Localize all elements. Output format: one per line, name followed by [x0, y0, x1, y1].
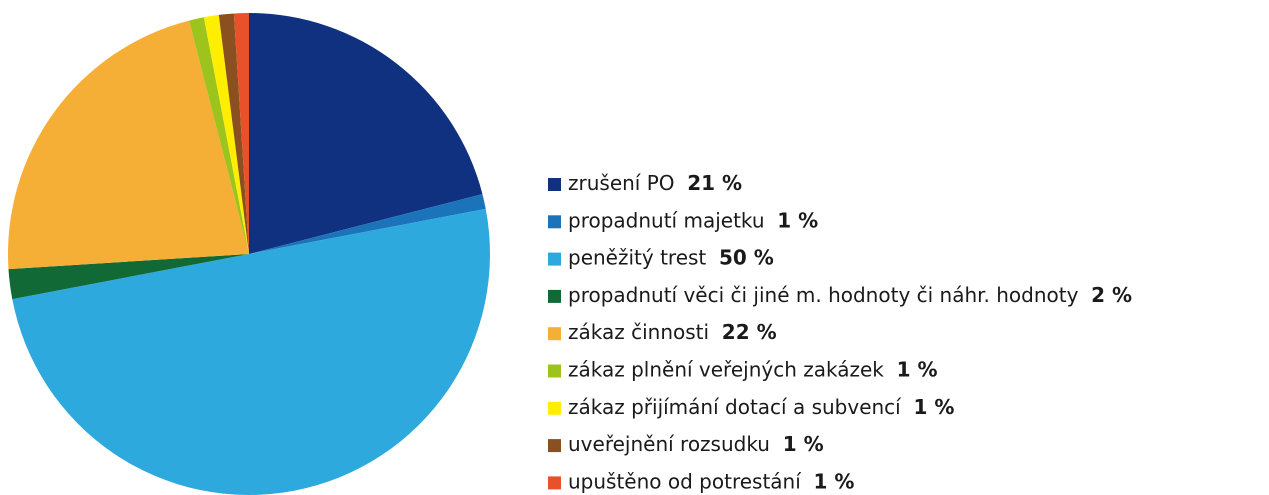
legend-name: zákaz přijímání dotací a subvencí: [568, 394, 902, 418]
legend-label: zrušení PO 21 %: [568, 171, 742, 195]
pie-slice: [218, 13, 249, 255]
legend-value: 1 %: [814, 469, 855, 493]
pie-slice: [203, 14, 249, 254]
legend-value: 1 %: [783, 432, 824, 456]
legend-name: zákaz činnosti: [568, 320, 709, 344]
pie-slice: [8, 254, 250, 300]
legend-label: peněžitý trest 50 %: [568, 245, 774, 269]
legend-swatch: [548, 401, 561, 415]
pie-slice: [7, 20, 249, 270]
legend-name: propadnutí majetku: [568, 208, 765, 232]
legend-value: 22 %: [722, 320, 777, 344]
pie-slice: [249, 13, 483, 254]
legend-value: 1 %: [777, 208, 818, 232]
legend-swatch: [548, 364, 561, 378]
legend-name: upuštěno od potrestání: [568, 469, 802, 493]
legend-swatch: [548, 439, 561, 453]
legend-swatch: [548, 476, 561, 490]
legend-label: zákaz činnosti 22 %: [568, 320, 777, 344]
legend-label: propadnutí majetku 1 %: [568, 208, 818, 232]
legend-swatch: [548, 289, 561, 303]
legend-value: 1 %: [913, 394, 954, 418]
legend-name: propadnutí věci či jiné m. hodnoty či ná…: [568, 282, 1079, 306]
legend-swatch: [548, 252, 561, 266]
legend-name: zrušení PO: [568, 171, 675, 195]
legend-label: zákaz plnění veřejných zakázek 1 %: [568, 357, 938, 381]
pie-slice: [189, 17, 249, 255]
legend-value: 1 %: [897, 357, 938, 381]
legend-swatch: [548, 178, 561, 191]
legend-name: zákaz plnění veřejných zakázek: [568, 357, 884, 381]
legend-name: peněžitý trest: [568, 245, 706, 269]
legend-value: 50 %: [719, 245, 774, 269]
legend-label: propadnutí věci či jiné m. hodnoty či ná…: [568, 282, 1132, 306]
pie-slice: [233, 13, 249, 254]
pie-slice: [249, 194, 486, 254]
legend-name: uveřejnění rozsudku: [568, 432, 770, 456]
legend-swatch: [548, 327, 561, 341]
pie-slice: [12, 208, 491, 495]
legend-swatch: [548, 215, 561, 229]
legend-label: zákaz přijímání dotací a subvencí 1 %: [568, 394, 954, 418]
legend-value: 21 %: [687, 171, 742, 195]
legend-label: upuštěno od potrestání 1 %: [568, 469, 854, 493]
legend-value: 2 %: [1091, 282, 1132, 306]
legend-label: uveřejnění rozsudku 1 %: [568, 432, 824, 456]
